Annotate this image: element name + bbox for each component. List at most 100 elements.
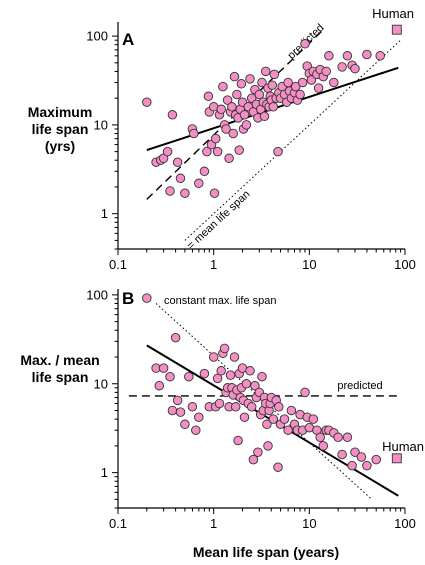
panel-a-x-tick-label: 1 [210,257,217,272]
panel-a-data-point [269,69,280,80]
panel-b-data-point [257,371,267,382]
panel-b-data-point [229,352,240,362]
panel-a-data-point [194,178,204,189]
panel-b-data-point [273,462,283,472]
panel-a-points [142,24,402,198]
panel-a-data-point [221,124,231,134]
panel-a-data-point [229,71,240,82]
panel-a-data-point [180,188,190,198]
panel-a-data-point [236,79,247,89]
panel-b: B Max. / mean life span Human Mean life … [20,287,424,560]
panel-b-x-tick-label: 10 [302,516,316,531]
panel-b-data-point [286,405,297,416]
panel-b-data-point [315,432,325,443]
panel-a-data-point [337,62,347,72]
panel-a-data-point [209,188,220,198]
panel-b-human-label: Human [382,439,424,454]
panel-a-data-point [273,146,283,157]
panel-a-data-point [203,91,214,102]
panel-b-data-point [274,402,284,412]
panel-a-data-point [165,186,175,196]
panel-a-data-point [321,66,331,77]
panel-b-data-point [199,368,210,379]
panel-b-data-point [279,414,290,424]
panel-b-data-point [300,387,310,398]
panel-a-data-point [227,102,237,112]
panel-b-data-point [184,371,194,382]
panel-a-data-point [222,95,233,105]
panel-a-data-point [216,104,226,115]
panel-a-data-point [245,74,255,84]
panel-a-data-point [175,173,186,184]
panel-a-data-point [167,110,178,120]
panel-a-data-point [162,146,173,157]
panel-b-x-tick-label: 0.1 [109,516,127,531]
panel-b-y-label-line-1: Max. / mean [20,352,99,368]
panel-b-axes: 0.1 1 10 100 1 10 100 [86,287,416,531]
panel-a-x-tick-label: 10 [302,257,316,272]
panel-b-data-point [250,380,260,391]
panel-a-data-point [254,89,265,100]
panel-a-data-point [267,80,278,90]
panel-a-data-point [172,157,183,167]
panel-b-data-point [172,395,183,406]
panel-b-data-point [262,419,272,430]
panel-a-data-point [218,81,228,92]
panel-a-data-point [241,120,252,130]
panel-a-data-point [350,63,360,74]
panel-a-line-label-mean-equals-max: = mean life span [185,188,253,252]
panel-b-x-tick-label: 100 [394,516,416,531]
panel-b-data-point [356,452,367,462]
panel-a-data-point [295,89,305,100]
panel-b-y-axis-label: Max. / mean life span [20,352,99,385]
panel-a-human-marker [391,24,402,35]
panel-a-y-label-line-2: life span [32,121,89,137]
panel-b-data-point [167,405,178,416]
panel-b-data-point [362,460,372,471]
panel-b-data-point [191,425,201,435]
panel-b-letter: B [122,289,134,308]
panel-b-data-point [246,402,257,412]
panel-a-data-point [234,145,244,155]
panel-b-data-point [170,332,181,343]
panel-a-data-point [246,93,257,103]
panel-a-y-tick-label: 10 [94,117,108,132]
panel-b-data-point [165,371,175,382]
panel-b-y-tick-label: 100 [86,287,108,302]
panel-b-y-tick-label: 10 [94,376,108,391]
panel-b-data-point [233,435,243,446]
panel-b-data-point [333,432,343,443]
panel-b-data-point [158,363,169,373]
panel-b-data-point [194,412,204,422]
panel-b-data-point [248,454,259,465]
panel-a-data-point [268,102,279,112]
panel-a-data-point [300,39,310,49]
panel-a-data-point [290,81,301,92]
panel-a-lines: predicted= mean life span [146,22,401,252]
panel-a-data-point [313,83,324,93]
panel-a: A Maximum life span (yrs) Human predicte… [28,6,416,272]
panel-a-letter: A [122,30,134,49]
panel-a-data-point [329,77,339,88]
panel-b-data-point [175,407,186,417]
panel-b-data-point [253,447,263,457]
panel-a-axes: 0.1 1 10 100 1 10 100 [86,22,416,272]
panel-a-data-point [189,128,199,139]
panel-a-data-point [202,146,212,157]
panel-a-y-label-line-1: Maximum [28,104,93,120]
panel-b-data-point [154,380,165,391]
panel-b-line-label-constant-max-life-span: constant max. life span [164,295,277,307]
panel-b-data-point [347,460,357,471]
panel-a-data-point [232,89,242,100]
panel-b-data-point [216,366,226,376]
panel-a-data-point [199,166,210,177]
panel-b-data-point [241,379,252,389]
panel-b-data-point [350,447,360,457]
panel-b-data-point [180,419,190,430]
panel-a-human-label: Human [372,6,414,21]
panel-a-y-axis-label: Maximum life span (yrs) [28,104,93,154]
panel-b-y-label-line-2: life span [32,369,89,385]
panel-a-y-tick-label: 100 [86,29,108,44]
panel-b-data-point [268,414,279,424]
